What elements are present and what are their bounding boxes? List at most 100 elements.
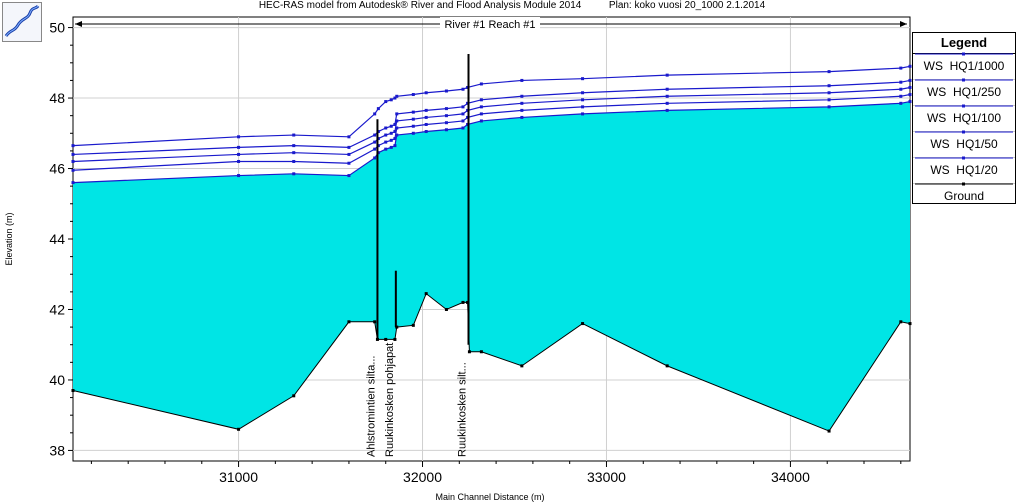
- legend-entry-label: WS HQ1/20: [930, 163, 998, 177]
- ws-marker: [347, 161, 351, 165]
- legend-entry: Ground: [913, 182, 1015, 209]
- ws-marker: [665, 87, 669, 91]
- ws-marker: [444, 121, 448, 125]
- ws-marker: [237, 145, 241, 149]
- ws-marker: [373, 112, 377, 116]
- legend-entry-label: WS HQ1/250: [926, 85, 1002, 99]
- structure-label: Ruukinkosken silt...: [457, 362, 469, 457]
- ws-marker: [292, 133, 296, 137]
- ground-marker: [71, 389, 75, 393]
- ws-marker: [237, 159, 241, 163]
- ws-marker: [395, 133, 399, 137]
- legend-entry: WS HQ1/50: [913, 130, 1015, 158]
- legend-entry-label: WS HQ1/1000: [923, 59, 1005, 73]
- ws-marker: [389, 138, 393, 142]
- ws-marker: [827, 98, 831, 102]
- ground-marker: [237, 427, 241, 431]
- ws-marker: [373, 133, 377, 137]
- legend-swatch: [915, 78, 1013, 82]
- ws-marker: [479, 98, 483, 102]
- ws-marker: [389, 145, 393, 149]
- ws-marker: [292, 159, 296, 163]
- ws-marker: [395, 112, 399, 116]
- ws-marker: [237, 152, 241, 156]
- y-tick-label: 40: [49, 372, 65, 388]
- reach-arrow: River #1 Reach #1: [75, 17, 907, 31]
- ws-marker: [908, 85, 912, 89]
- ground-marker: [665, 364, 669, 368]
- ws-marker: [389, 98, 393, 102]
- water-area: [73, 101, 910, 432]
- legend-swatch: [915, 156, 1013, 160]
- ws-marker: [479, 112, 483, 116]
- ws-marker: [827, 105, 831, 109]
- legend-swatch: [915, 104, 1013, 108]
- ws-marker: [520, 101, 524, 105]
- ws-marker: [424, 91, 428, 95]
- ws-marker: [899, 87, 903, 91]
- legend-entries: WS HQ1/1000 WS HQ1/250 WS HQ1/100 WS HQ1/50…: [913, 52, 1015, 209]
- ws-marker: [665, 94, 669, 98]
- ws-marker: [479, 82, 483, 86]
- y-tick-label: 48: [49, 90, 65, 106]
- ws-marker: [395, 126, 399, 130]
- ground-marker: [461, 300, 465, 304]
- ws-marker: [411, 124, 415, 128]
- ws-marker: [520, 78, 524, 82]
- legend-entry-label: WS HQ1/50: [930, 137, 998, 151]
- ws-marker: [384, 100, 388, 104]
- ws-marker: [384, 126, 388, 130]
- legend-swatch: [915, 182, 1013, 186]
- ws-marker: [411, 93, 415, 97]
- structure-label: Ahlstromintien silta...: [365, 356, 377, 457]
- ground-marker: [479, 350, 483, 354]
- ws-marker: [395, 119, 399, 123]
- ws-marker: [461, 105, 465, 109]
- ground-marker: [908, 322, 912, 326]
- series-lines: [72, 65, 911, 432]
- ws-marker: [479, 119, 483, 123]
- river-logo-icon: [4, 4, 40, 37]
- ws-marker: [581, 112, 585, 116]
- ws-line: [72, 79, 911, 156]
- ws-line: [72, 93, 911, 171]
- ws-marker: [292, 172, 296, 176]
- ws-marker: [665, 108, 669, 112]
- ground-marker: [581, 322, 585, 326]
- ws-marker: [908, 78, 912, 82]
- ws-marker: [908, 64, 912, 68]
- structures: Ahlstromintien silta... Ruukinkosken pohj…: [365, 54, 470, 457]
- ws-marker: [384, 133, 388, 137]
- ws-marker: [292, 151, 296, 155]
- ws-marker: [373, 156, 377, 160]
- ws-marker: [461, 87, 465, 91]
- ws-line: [72, 86, 911, 163]
- x-tick-label: 31000: [219, 469, 258, 485]
- ground-marker: [384, 337, 388, 341]
- ws-line: [72, 65, 911, 147]
- axes: 38 40 42 44 46 48 50 31000 32000 33000 34000: [49, 20, 902, 485]
- ws-marker: [393, 144, 397, 148]
- ws-marker: [520, 108, 524, 112]
- ws-marker: [479, 105, 483, 109]
- ws-marker: [411, 131, 415, 135]
- ws-marker: [393, 137, 397, 141]
- ws-marker: [899, 66, 903, 70]
- ws-marker: [237, 174, 241, 178]
- ws-marker: [424, 108, 428, 112]
- ws-marker: [347, 152, 351, 156]
- ws-marker: [581, 91, 585, 95]
- ws-marker: [665, 101, 669, 105]
- ws-marker: [389, 131, 393, 135]
- ws-marker: [908, 93, 912, 97]
- ws-marker: [411, 117, 415, 121]
- x-tick-label: 34000: [771, 469, 810, 485]
- ws-marker: [376, 107, 380, 111]
- legend-entry-label: WS HQ1/100: [926, 111, 1002, 125]
- x-tick-label: 33000: [587, 469, 626, 485]
- ws-marker: [899, 80, 903, 84]
- structure-label: Ruukinkosken pohjapat: [384, 343, 396, 457]
- ws-marker: [444, 114, 448, 118]
- ws-marker: [389, 124, 393, 128]
